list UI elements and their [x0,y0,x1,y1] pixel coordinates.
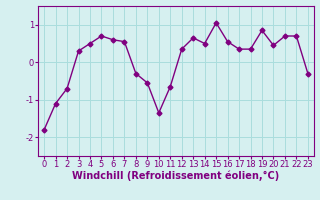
X-axis label: Windchill (Refroidissement éolien,°C): Windchill (Refroidissement éolien,°C) [72,171,280,181]
